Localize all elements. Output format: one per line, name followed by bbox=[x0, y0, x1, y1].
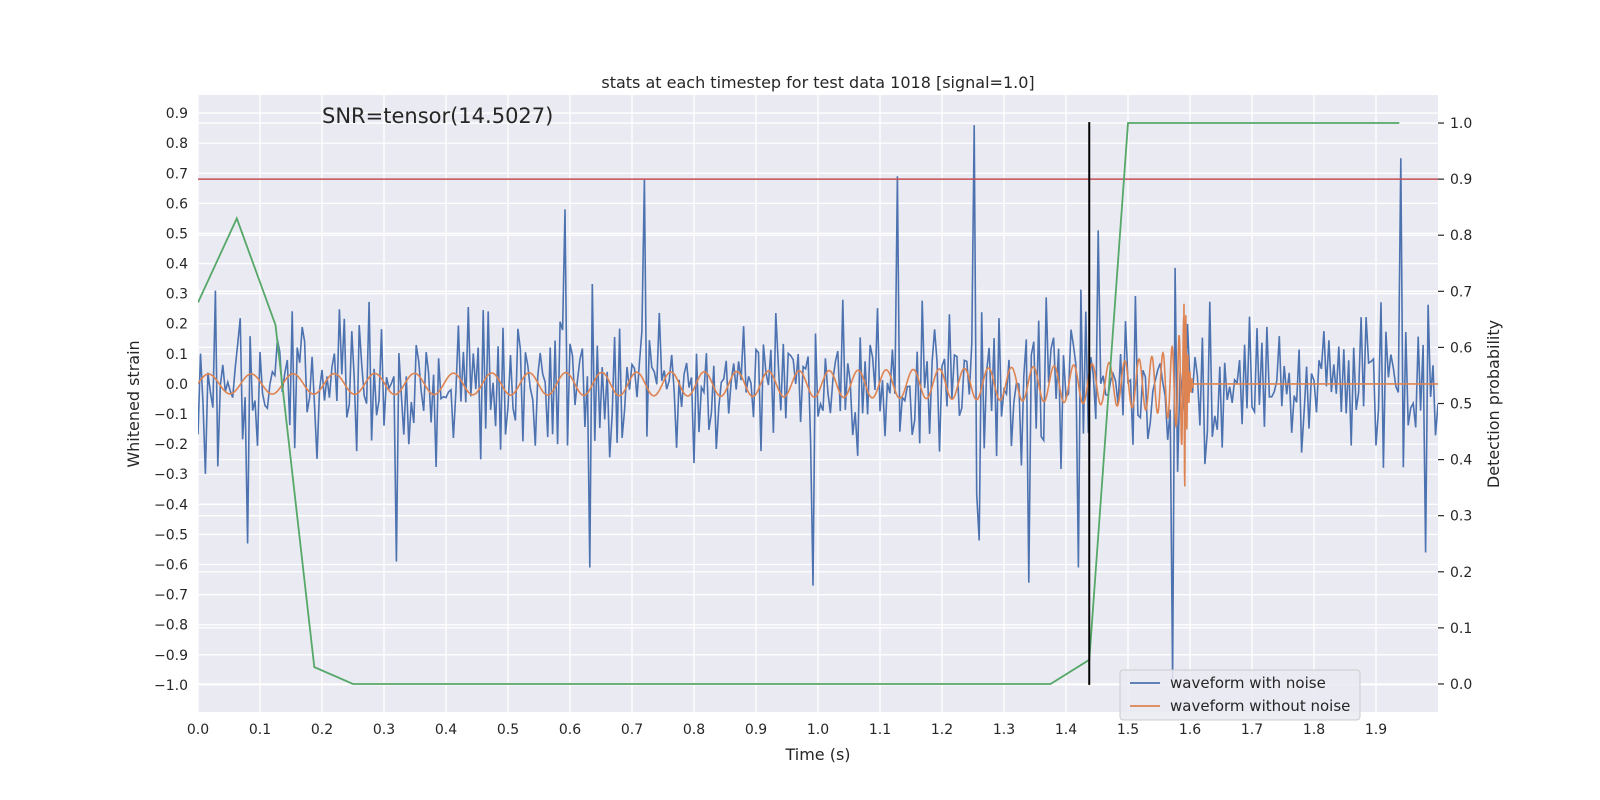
y2-tick-label: 0.8 bbox=[1450, 228, 1472, 244]
y-tick-label: 0.4 bbox=[166, 257, 188, 273]
x-tick-label: 0.0 bbox=[187, 722, 209, 738]
y-tick-label: 0.0 bbox=[166, 377, 188, 393]
series-detection-probability bbox=[198, 122, 1400, 685]
y-tick-label: 0.8 bbox=[166, 136, 188, 152]
x-tick-label: 0.5 bbox=[497, 722, 519, 738]
y-tick-label: −0.3 bbox=[154, 467, 188, 483]
y2-tick-label: 0.5 bbox=[1450, 397, 1472, 413]
x-tick-label: 1.9 bbox=[1365, 722, 1387, 738]
y-tick-label: −0.2 bbox=[154, 437, 188, 453]
y-tick-label: 0.7 bbox=[166, 166, 188, 182]
x-tick-label: 0.6 bbox=[559, 722, 581, 738]
y-tick-label: −1.0 bbox=[154, 678, 188, 694]
y2-tick-label: 0.1 bbox=[1450, 621, 1472, 637]
x-tick-label: 0.8 bbox=[683, 722, 705, 738]
x-tick-label: 1.2 bbox=[931, 722, 953, 738]
y2-tick-label: 0.9 bbox=[1450, 172, 1472, 188]
x-axis-label: Time (s) bbox=[784, 745, 850, 764]
x-tick-label: 1.8 bbox=[1303, 722, 1325, 738]
x-tick-label: 1.3 bbox=[993, 722, 1015, 738]
x-tick-label: 0.1 bbox=[249, 722, 271, 738]
x-tick-label: 1.6 bbox=[1179, 722, 1201, 738]
y2-tick-label: 0.6 bbox=[1450, 340, 1472, 356]
y-tick-label: 0.6 bbox=[166, 196, 188, 212]
legend-box bbox=[1119, 669, 1361, 721]
x-tick-label: 1.1 bbox=[869, 722, 891, 738]
grid bbox=[197, 95, 1438, 712]
x-tick-label: 0.7 bbox=[621, 722, 643, 738]
x-tick-label: 1.0 bbox=[807, 722, 829, 738]
y-tick-label: −0.9 bbox=[154, 648, 188, 664]
y-tick-label: 0.9 bbox=[166, 106, 188, 122]
chart-title: stats at each timestep for test data 101… bbox=[601, 73, 1034, 92]
y2-tick-label: 1.0 bbox=[1450, 116, 1472, 132]
y2-tick-label: 0.3 bbox=[1450, 509, 1472, 525]
x-tick-label: 0.3 bbox=[373, 722, 395, 738]
y-tick-label: −0.1 bbox=[154, 407, 188, 423]
series-noisy-waveform bbox=[198, 125, 1438, 679]
y-tick-label: −0.5 bbox=[154, 527, 188, 543]
x-tick-label: 1.7 bbox=[1241, 722, 1263, 738]
plot-layer bbox=[198, 122, 1438, 685]
y-tick-label: −0.4 bbox=[154, 497, 188, 513]
x-tick-label: 1.4 bbox=[1055, 722, 1077, 738]
series-clean-waveform bbox=[198, 303, 1438, 487]
y-tick-label: 0.2 bbox=[166, 317, 188, 333]
y2-tick-label: 0.2 bbox=[1450, 565, 1472, 581]
y-tick-label: −0.8 bbox=[154, 618, 188, 634]
y-tick-label: 0.1 bbox=[166, 347, 188, 363]
y-axis-label: Whitened strain bbox=[124, 340, 143, 467]
snr-annotation: SNR=tensor(14.5027) bbox=[322, 104, 553, 128]
y-tick-label: 0.3 bbox=[166, 287, 188, 303]
y2-tick-label: 0.7 bbox=[1450, 284, 1472, 300]
x-tick-label: 0.9 bbox=[745, 722, 767, 738]
y2-tick-label: 0.4 bbox=[1450, 453, 1472, 469]
y-tick-label: −0.7 bbox=[154, 588, 188, 604]
legend: waveform with noise waveform without noi… bbox=[1119, 669, 1361, 721]
y-tick-label: 0.5 bbox=[166, 226, 188, 242]
legend-label-clean: waveform without noise bbox=[1170, 697, 1350, 715]
y2-tick-label: 0.0 bbox=[1450, 677, 1472, 693]
y2-axis-label: Detection probability bbox=[1484, 320, 1503, 488]
legend-label-noise: waveform with noise bbox=[1170, 674, 1326, 692]
x-tick-label: 1.5 bbox=[1117, 722, 1139, 738]
y-tick-label: −0.6 bbox=[154, 558, 188, 574]
x-tick-label: 0.4 bbox=[435, 722, 457, 738]
x-tick-label: 0.2 bbox=[311, 722, 333, 738]
axes-text: 0.0 0.1 0.2 0.3 0.4 0.5 0.6 0.7 0.8 0.9 1.0 1.1 1.2 1… bbox=[154, 106, 1472, 738]
